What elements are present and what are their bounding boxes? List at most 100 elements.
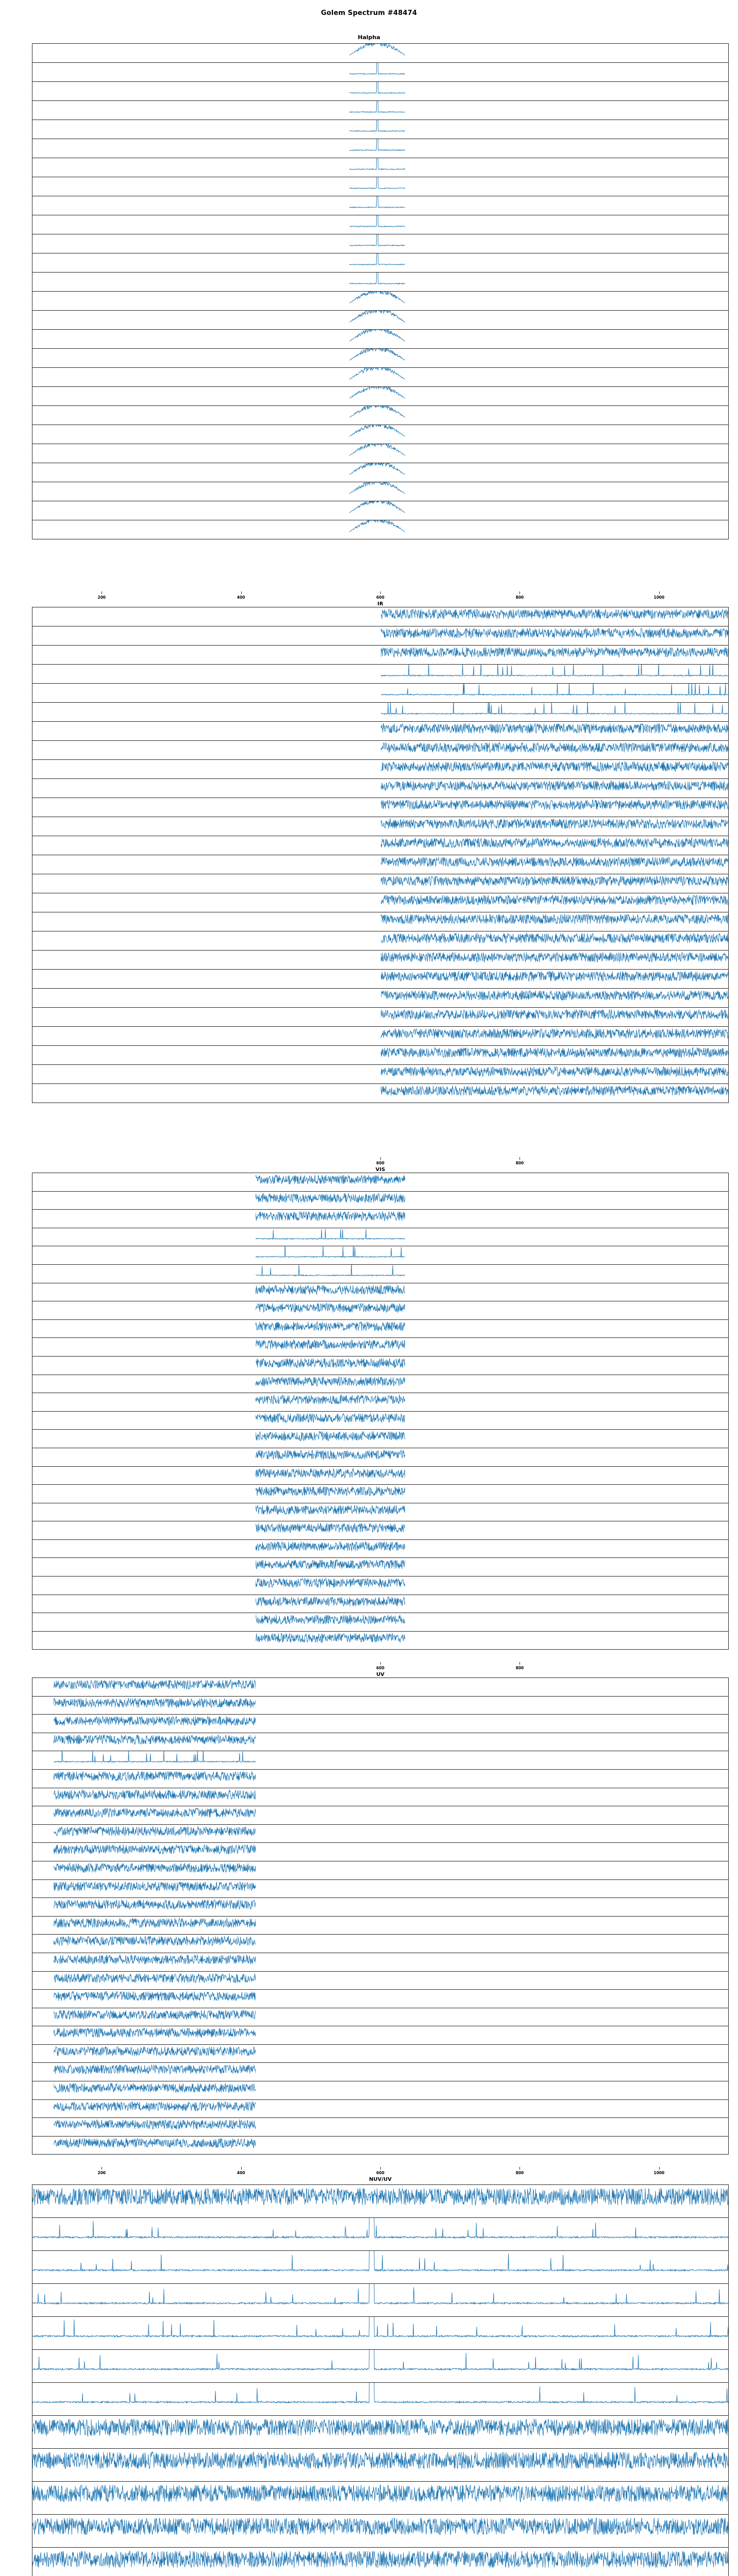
spectrum-trace (381, 893, 728, 912)
spectrum-trace (381, 951, 728, 969)
spectrum-trace (381, 779, 728, 798)
spectrum-subplot: 200- (32, 1393, 729, 1412)
spectrum-subplot: 200- (32, 1539, 729, 1558)
spectrum-subplot: 200- (32, 1007, 729, 1027)
spectrum-subplot: 600- (32, 778, 729, 798)
spectrum-subplot: 300- (32, 1227, 729, 1247)
spectrum-trace (349, 44, 406, 62)
x-tick (380, 591, 381, 594)
spectrum-subplot: 500- (32, 234, 729, 253)
spectrum-subplot: 5000- (32, 310, 729, 330)
spectrum-subplot: 400- (32, 798, 729, 817)
spectrum-trace (349, 82, 406, 100)
spectrum-subplot: 1200- (32, 1989, 729, 2008)
spectrum-subplot: 400- (32, 2217, 729, 2251)
spectrum-trace (381, 722, 728, 740)
spectrum-trace (53, 2063, 256, 2081)
spectrum-trace (32, 2482, 728, 2514)
spectrum-trace (381, 836, 728, 855)
spectrum-trace (349, 234, 406, 253)
spectrum-subplot: 200- (32, 2481, 729, 2515)
spectrum-subplot: 250- (32, 215, 729, 234)
spectrum-subplot: 250- (32, 463, 729, 482)
spectrum-subplot: 400- (32, 1411, 729, 1430)
x-tick (519, 2167, 521, 2170)
spectrum-trace (255, 1228, 406, 1246)
x-tick-label: 600 (376, 595, 384, 600)
spectrum-trace (255, 1173, 406, 1191)
spectrum-subplot: 100- (32, 664, 729, 684)
spectrum-trace (255, 1632, 406, 1650)
spectrum-trace (255, 1448, 406, 1466)
spectrum-trace (381, 817, 728, 836)
x-tick-label: 600 (376, 1161, 384, 1165)
spectrum-subplot: 800- (32, 1714, 729, 1733)
spectrum-subplot: 200- (32, 645, 729, 665)
x-tick-label: 800 (515, 1666, 524, 1670)
spectrum-trace (53, 1843, 256, 1861)
spectrum-trace (255, 1558, 406, 1576)
spectrum-trace (255, 1521, 406, 1539)
spectrum-subplot: 200- (32, 759, 729, 779)
spectrum-subplot: 400- (32, 1631, 729, 1650)
x-tick-label: 600 (376, 2171, 384, 2175)
spectrum-trace (381, 760, 728, 778)
spectrum-trace (349, 292, 406, 310)
spectrum-trace (349, 253, 406, 272)
spectrum-subplot: 400- (32, 2514, 729, 2548)
spectrum-trace (349, 330, 406, 348)
spectrum-subplot: 200- (32, 2547, 729, 2576)
spectrum-subplot: 1000- (32, 1971, 729, 1990)
x-tick (241, 591, 242, 594)
spectrum-subplot: 400- (32, 1484, 729, 1503)
spectrum-trace (255, 1338, 406, 1356)
spectrum-subplot: 1000- (32, 272, 729, 292)
subplot-stack: 600-400-200-400-200-600-400-200-400-200-… (32, 2184, 729, 2576)
spectrum-trace (53, 1678, 256, 1696)
spectrum-subplot: 400- (32, 1064, 729, 1084)
spectrum-trace (349, 273, 406, 291)
spectrum-subplot: 800- (32, 1897, 729, 1917)
spectrum-subplot: 400- (32, 1447, 729, 1467)
spectrum-trace (349, 482, 406, 501)
spectrum-trace (349, 425, 406, 444)
spectrum-trace (349, 63, 406, 81)
spectrum-trace (349, 196, 406, 215)
spectrum-trace (349, 158, 406, 177)
spectrum-subplot: 200- (32, 855, 729, 874)
spectrum-subplot: 300- (32, 1282, 729, 1302)
spectrum-subplot: 500- (32, 120, 729, 139)
spectrum-subplot: 400- (32, 2448, 729, 2482)
spectrum-subplot: 1200- (32, 1860, 729, 1880)
spectrum-subplot: 400- (32, 1557, 729, 1577)
spectrum-subplot: 200- (32, 1083, 729, 1103)
spectrum-subplot: 200- (32, 1842, 729, 1861)
x-tick (519, 1157, 521, 1160)
spectrum-trace (349, 520, 406, 539)
spectrum-subplot: 400- (32, 836, 729, 855)
spectrum-trace (349, 215, 406, 234)
spectrum-trace (255, 1320, 406, 1338)
spectrum-subplot: 400- (32, 988, 729, 1008)
spectrum-trace (381, 1065, 728, 1083)
spectrum-subplot: 150- (32, 1191, 729, 1210)
spectrum-trace (381, 970, 728, 988)
spectrum-trace (255, 1192, 406, 1210)
spectrum-subplot: 1200- (32, 1952, 729, 1972)
spectrum-subplot: 200- (32, 931, 729, 951)
spectrum-trace (381, 1008, 728, 1026)
spectrum-subplot: 100- (32, 1264, 729, 1283)
spectrum-trace (349, 349, 406, 367)
spectrum-trace (255, 1577, 406, 1595)
spectrum-trace (53, 2008, 256, 2026)
spectrum-trace (349, 444, 406, 463)
spectrum-subplot: 200- (32, 1613, 729, 1632)
spectrum-trace (381, 912, 728, 931)
spectrum-subplot: 400- (32, 2382, 729, 2416)
spectrum-subplot: 500- (32, 196, 729, 215)
spectrum-trace (255, 1210, 406, 1228)
spectrum-subplot: 1000- (32, 2081, 729, 2100)
x-tick (380, 1157, 381, 1160)
spectrum-subplot: 200- (32, 1429, 729, 1448)
spectrum-subplot: 400- (32, 607, 729, 626)
